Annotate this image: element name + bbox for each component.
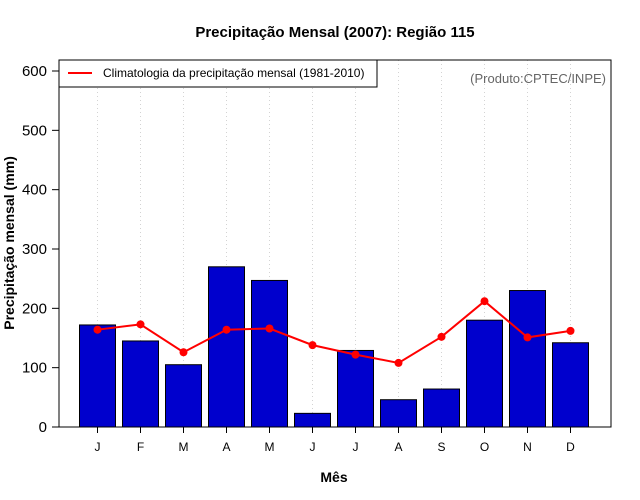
bar bbox=[294, 412, 331, 428]
bar bbox=[122, 340, 159, 428]
legend-box bbox=[58, 59, 378, 88]
bar bbox=[165, 364, 202, 428]
x-tick-label: F bbox=[137, 440, 144, 454]
chart-title: Precipitação Mensal (2007): Região 115 bbox=[195, 24, 474, 41]
climatology-point bbox=[222, 325, 231, 334]
y-tick-label: 0 bbox=[39, 419, 47, 436]
x-tick-label: J bbox=[95, 440, 101, 454]
climatology-point bbox=[351, 350, 360, 359]
y-axis-label: Precipitação mensal (mm) bbox=[1, 156, 17, 330]
bar bbox=[79, 324, 116, 428]
x-tick-label: J bbox=[353, 440, 359, 454]
climatology-point bbox=[179, 348, 188, 357]
bar bbox=[208, 266, 245, 428]
x-tick-label: M bbox=[179, 440, 189, 454]
y-tick-label: 500 bbox=[22, 122, 47, 139]
x-tick-label: S bbox=[437, 440, 445, 454]
y-tick-label: 100 bbox=[22, 360, 47, 377]
climatology-point bbox=[394, 358, 403, 367]
y-tick-label: 600 bbox=[22, 63, 47, 80]
x-tick-label: J bbox=[310, 440, 316, 454]
y-tick-label: 400 bbox=[22, 182, 47, 199]
x-tick-label: N bbox=[523, 440, 532, 454]
climatology-line bbox=[97, 299, 571, 364]
x-tick-label: O bbox=[480, 440, 489, 454]
climatology-point bbox=[437, 332, 446, 341]
bar bbox=[337, 349, 374, 428]
x-tick-label: D bbox=[566, 440, 575, 454]
bar bbox=[509, 290, 546, 428]
bar bbox=[423, 388, 460, 428]
y-tick-label: 200 bbox=[22, 300, 47, 317]
y-axis: 0 100 200 300 400 500 600 bbox=[22, 63, 59, 436]
bar bbox=[466, 319, 503, 428]
climatology-point bbox=[566, 326, 575, 335]
x-tick-label: A bbox=[394, 440, 402, 454]
legend: Climatologia da precipitação mensal (198… bbox=[58, 59, 378, 88]
x-tick-label: A bbox=[222, 440, 230, 454]
climatology-point bbox=[480, 297, 489, 306]
x-tick-label: M bbox=[265, 440, 275, 454]
climatology-line-series bbox=[93, 297, 575, 367]
climatology-point bbox=[265, 324, 274, 333]
legend-label: Climatologia da precipitação mensal (198… bbox=[103, 66, 364, 80]
bar bbox=[380, 399, 417, 428]
climatology-point bbox=[93, 325, 102, 334]
climatology-point bbox=[136, 320, 145, 329]
climatology-point bbox=[308, 341, 317, 350]
climatology-point bbox=[523, 333, 532, 342]
bar-series bbox=[79, 266, 589, 428]
x-axis-label: Mês bbox=[320, 469, 347, 485]
y-tick-label: 300 bbox=[22, 241, 47, 258]
bar bbox=[251, 279, 288, 428]
bar bbox=[552, 342, 589, 428]
source-annotation: (Produto:CPTEC/INPE) bbox=[470, 71, 606, 86]
